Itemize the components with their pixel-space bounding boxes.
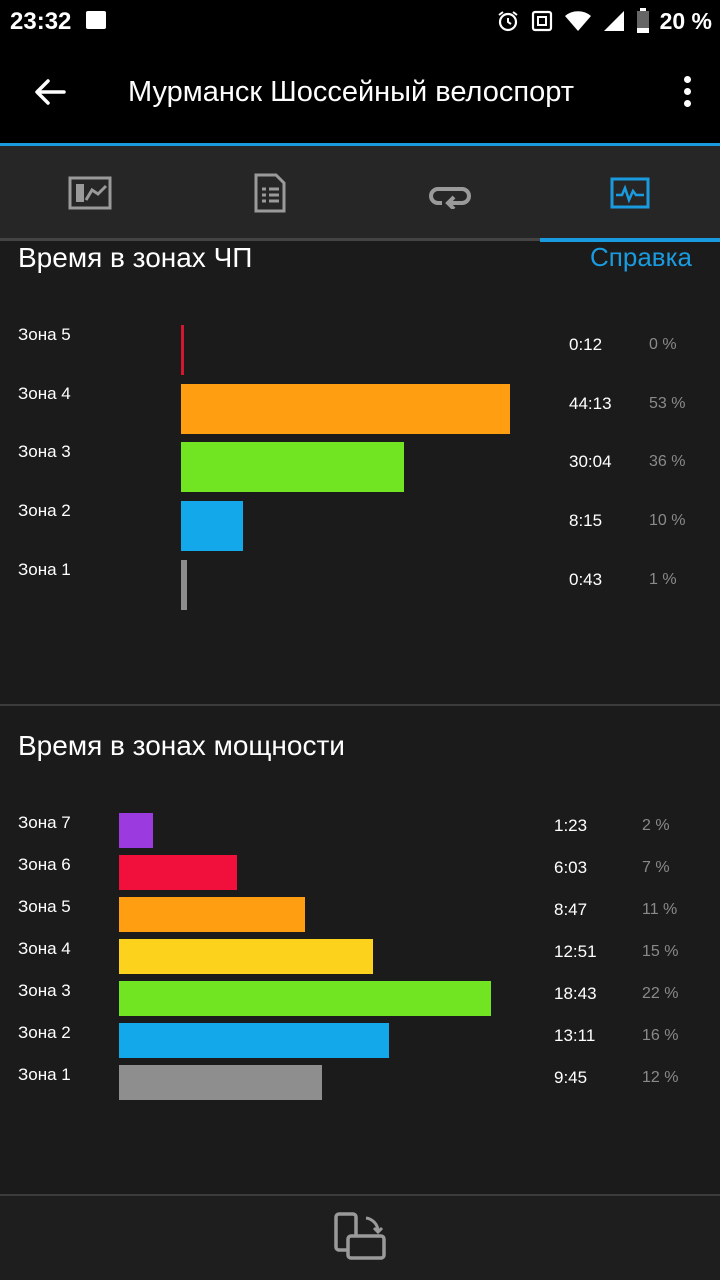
zone-label: Зона 3: [18, 981, 71, 1000]
zone-bar: [119, 813, 153, 848]
bottom-divider: [0, 1194, 720, 1196]
zone-bar: [181, 442, 404, 493]
section-divider: [0, 704, 720, 706]
zone-time: 44:13: [569, 393, 612, 413]
zone-time: 8:47: [554, 900, 588, 919]
zone-bar: [119, 897, 305, 932]
alarm-icon: [497, 11, 518, 32]
chart-card-icon: [68, 176, 112, 210]
zone-percent: 2 %: [642, 817, 670, 834]
signal-icon: [603, 11, 624, 31]
zone-time: 6:03: [554, 858, 588, 877]
zone-label: Зона 2: [18, 501, 71, 521]
power-zones-title: Время в зонах мощности: [18, 730, 345, 761]
zone-percent: 1 %: [649, 570, 677, 588]
zone-percent: 0 %: [649, 336, 677, 353]
screen-rotate-icon[interactable]: [330, 1210, 390, 1264]
zone-percent: 12 %: [642, 1069, 679, 1086]
document-list-icon: [254, 173, 286, 213]
zone-percent: 22 %: [642, 985, 679, 1002]
zone-bar: [119, 855, 237, 890]
help-link[interactable]: Справка: [590, 242, 692, 272]
active-tab-indicator: [540, 238, 720, 242]
zone-percent: 15 %: [642, 943, 679, 960]
status-time: 23:32: [10, 8, 72, 35]
zone-label: Зона 4: [18, 939, 71, 958]
zone-time: 9:45: [554, 1068, 588, 1087]
zone-bar: [181, 325, 184, 375]
zone-label: Зона 3: [18, 442, 71, 462]
zone-percent: 16 %: [642, 1027, 679, 1044]
zone-percent: 11 %: [642, 901, 678, 918]
battery-percent: 20 %: [659, 7, 712, 34]
zone-label: Зона 5: [18, 325, 71, 344]
zone-bar: [119, 1065, 322, 1100]
loop-icon: [429, 187, 471, 209]
zone-bar: [119, 939, 373, 974]
tab-laps[interactable]: [360, 146, 540, 240]
zone-label: Зона 5: [18, 897, 71, 916]
zone-bar: [119, 1023, 389, 1058]
zone-percent: 53 %: [649, 394, 686, 412]
more-vert-icon[interactable]: [680, 76, 694, 110]
zone-time: 13:11: [554, 1026, 596, 1045]
zone-time: 1:23: [554, 816, 588, 835]
zone-time: 8:15: [569, 511, 603, 531]
zone-percent: 36 %: [649, 453, 686, 471]
zone-label: Зона 2: [18, 1023, 71, 1042]
battery-icon: [636, 8, 649, 33]
zone-bar: [181, 559, 187, 610]
zone-label: Зона 6: [18, 855, 71, 874]
zone-bar: [181, 501, 243, 552]
zone-percent: 10 %: [649, 512, 686, 530]
tab-zones[interactable]: [540, 146, 720, 240]
zone-time: 0:43: [569, 569, 603, 589]
zone-label: Зона 1: [18, 559, 71, 579]
tab-divider: [0, 238, 720, 241]
zone-bar: [119, 981, 491, 1016]
zone-time: 18:43: [554, 984, 597, 1003]
zone-label: Зона 1: [18, 1065, 71, 1084]
page-title: Мурманск Шоссейный велоспорт: [128, 76, 574, 108]
arrow-left-icon[interactable]: [30, 72, 70, 112]
wifi-icon: [564, 11, 591, 31]
app-bar: Мурманск Шоссейный велоспорт: [0, 42, 720, 144]
tab-details[interactable]: [180, 146, 360, 240]
zone-percent: 7 %: [642, 859, 670, 876]
activity-monitor-icon: [610, 177, 650, 209]
status-bar: 23:32 20 %: [0, 0, 720, 42]
zone-time: 30:04: [569, 452, 612, 472]
hr-zones-title: Время в зонах ЧП: [18, 242, 253, 273]
zone-bar: [181, 383, 510, 434]
bottom-bar: [0, 1194, 720, 1280]
zone-label: Зона 7: [18, 813, 71, 832]
accent-divider: [0, 143, 720, 146]
tab-bar: [0, 146, 720, 240]
image-icon: [86, 11, 106, 29]
nfc-icon: [531, 10, 552, 32]
status-icons: 20 %: [496, 6, 712, 36]
zone-time: 12:51: [554, 942, 597, 961]
zone-label: Зона 4: [18, 383, 71, 403]
zone-time: 0:12: [569, 335, 603, 354]
tab-overview[interactable]: [0, 146, 180, 240]
